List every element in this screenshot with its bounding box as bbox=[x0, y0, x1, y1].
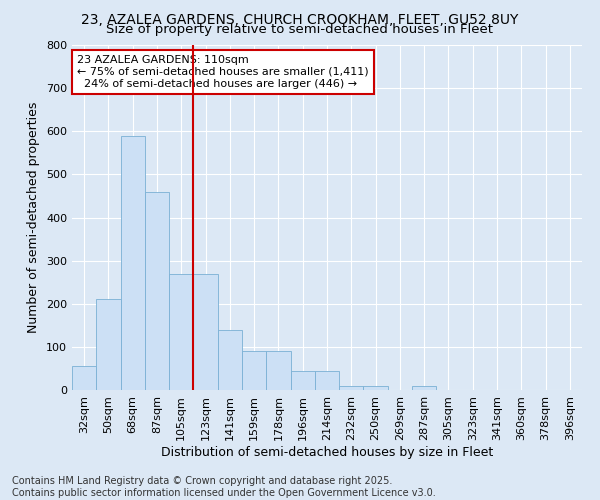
Bar bbox=[242, 351, 266, 390]
X-axis label: Distribution of semi-detached houses by size in Fleet: Distribution of semi-detached houses by … bbox=[161, 446, 493, 458]
Text: 23 AZALEA GARDENS: 110sqm
← 75% of semi-detached houses are smaller (1,411)
  24: 23 AZALEA GARDENS: 110sqm ← 75% of semi-… bbox=[77, 56, 369, 88]
Bar bbox=[96, 300, 121, 390]
Bar bbox=[339, 386, 364, 390]
Bar bbox=[412, 386, 436, 390]
Bar bbox=[121, 136, 145, 390]
Text: Size of property relative to semi-detached houses in Fleet: Size of property relative to semi-detach… bbox=[107, 22, 493, 36]
Bar bbox=[72, 366, 96, 390]
Text: Contains HM Land Registry data © Crown copyright and database right 2025.
Contai: Contains HM Land Registry data © Crown c… bbox=[12, 476, 436, 498]
Bar bbox=[169, 274, 193, 390]
Bar bbox=[266, 351, 290, 390]
Text: 23, AZALEA GARDENS, CHURCH CROOKHAM, FLEET, GU52 8UY: 23, AZALEA GARDENS, CHURCH CROOKHAM, FLE… bbox=[82, 12, 518, 26]
Bar bbox=[145, 192, 169, 390]
Y-axis label: Number of semi-detached properties: Number of semi-detached properties bbox=[28, 102, 40, 333]
Bar bbox=[364, 386, 388, 390]
Bar bbox=[315, 370, 339, 390]
Bar bbox=[290, 370, 315, 390]
Bar bbox=[218, 330, 242, 390]
Bar bbox=[193, 274, 218, 390]
